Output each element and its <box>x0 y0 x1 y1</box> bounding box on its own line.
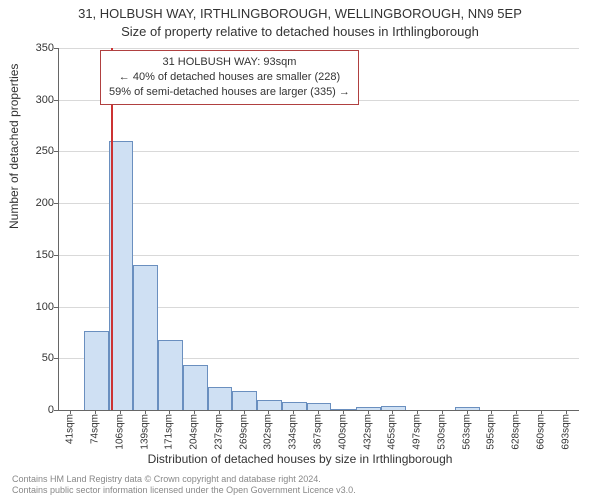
annotation-line-1: 31 HOLBUSH WAY: 93sqm <box>109 55 350 70</box>
gridline <box>59 255 579 256</box>
x-tick-label: 41sqm <box>65 414 76 444</box>
y-tick-label: 300 <box>14 94 54 106</box>
histogram-chart: 31, HOLBUSH WAY, IRTHLINGBOROUGH, WELLIN… <box>0 0 600 500</box>
y-tick-label: 100 <box>14 301 54 313</box>
x-tick-mark <box>219 410 220 414</box>
gridline <box>59 48 579 49</box>
y-tick-mark <box>54 358 58 359</box>
y-tick-label: 0 <box>14 404 54 416</box>
x-axis-title: Distribution of detached houses by size … <box>0 452 600 466</box>
y-tick-label: 150 <box>14 249 54 261</box>
y-tick-label: 50 <box>14 352 54 364</box>
x-tick-label: 660sqm <box>535 414 546 450</box>
chart-title-sub: Size of property relative to detached ho… <box>0 24 600 39</box>
histogram-bar <box>257 400 282 410</box>
x-tick-mark <box>244 410 245 414</box>
x-tick-label: 367sqm <box>313 414 324 450</box>
x-tick-label: 497sqm <box>412 414 423 450</box>
x-tick-mark <box>318 410 319 414</box>
x-tick-mark <box>442 410 443 414</box>
footer-attribution: Contains HM Land Registry data © Crown c… <box>12 474 356 497</box>
y-tick-label: 350 <box>14 42 54 54</box>
x-tick-mark <box>541 410 542 414</box>
x-tick-mark <box>169 410 170 414</box>
x-tick-mark <box>268 410 269 414</box>
histogram-bar <box>455 407 480 410</box>
y-tick-mark <box>54 255 58 256</box>
histogram-bar <box>307 403 332 410</box>
gridline <box>59 151 579 152</box>
y-tick-mark <box>54 151 58 152</box>
x-tick-mark <box>467 410 468 414</box>
annotation-line-2: ← 40% of detached houses are smaller (22… <box>109 70 350 85</box>
x-tick-label: 530sqm <box>436 414 447 450</box>
x-tick-mark <box>293 410 294 414</box>
x-tick-label: 465sqm <box>387 414 398 450</box>
x-tick-mark <box>392 410 393 414</box>
x-tick-label: 302sqm <box>263 414 274 450</box>
y-tick-mark <box>54 100 58 101</box>
histogram-bar <box>133 265 158 410</box>
annotation-line-3: 59% of semi-detached houses are larger (… <box>109 85 350 100</box>
x-tick-label: 269sqm <box>238 414 249 450</box>
footer-line-1: Contains HM Land Registry data © Crown c… <box>12 474 356 485</box>
chart-title-main: 31, HOLBUSH WAY, IRTHLINGBOROUGH, WELLIN… <box>0 6 600 21</box>
y-tick-label: 200 <box>14 197 54 209</box>
x-tick-label: 628sqm <box>511 414 522 450</box>
x-tick-label: 400sqm <box>337 414 348 450</box>
histogram-bar <box>158 340 183 410</box>
histogram-bar <box>331 409 356 410</box>
x-tick-label: 171sqm <box>164 414 175 450</box>
x-tick-label: 563sqm <box>461 414 472 450</box>
x-tick-mark <box>368 410 369 414</box>
x-tick-mark <box>120 410 121 414</box>
gridline <box>59 203 579 204</box>
x-tick-label: 432sqm <box>362 414 373 450</box>
x-tick-label: 334sqm <box>288 414 299 450</box>
x-tick-mark <box>145 410 146 414</box>
histogram-bar <box>232 391 257 410</box>
x-tick-mark <box>95 410 96 414</box>
footer-line-2: Contains public sector information licen… <box>12 485 356 496</box>
y-tick-mark <box>54 203 58 204</box>
histogram-bar <box>356 407 381 410</box>
x-tick-mark <box>194 410 195 414</box>
y-tick-mark <box>54 48 58 49</box>
x-tick-mark <box>70 410 71 414</box>
annotation-box: 31 HOLBUSH WAY: 93sqm ← 40% of detached … <box>100 50 359 105</box>
x-tick-label: 237sqm <box>213 414 224 450</box>
histogram-bar <box>282 402 307 410</box>
x-tick-label: 693sqm <box>560 414 571 450</box>
histogram-bar <box>208 387 233 410</box>
x-tick-mark <box>343 410 344 414</box>
y-tick-mark <box>54 307 58 308</box>
y-tick-label: 250 <box>14 145 54 157</box>
x-tick-label: 139sqm <box>139 414 150 450</box>
x-tick-mark <box>516 410 517 414</box>
x-tick-label: 204sqm <box>189 414 200 450</box>
x-tick-mark <box>566 410 567 414</box>
y-tick-mark <box>54 410 58 411</box>
x-tick-mark <box>491 410 492 414</box>
x-tick-label: 595sqm <box>486 414 497 450</box>
histogram-bar <box>84 331 109 410</box>
x-tick-label: 106sqm <box>114 414 125 450</box>
x-tick-label: 74sqm <box>90 414 101 444</box>
x-tick-mark <box>417 410 418 414</box>
histogram-bar <box>183 365 208 411</box>
